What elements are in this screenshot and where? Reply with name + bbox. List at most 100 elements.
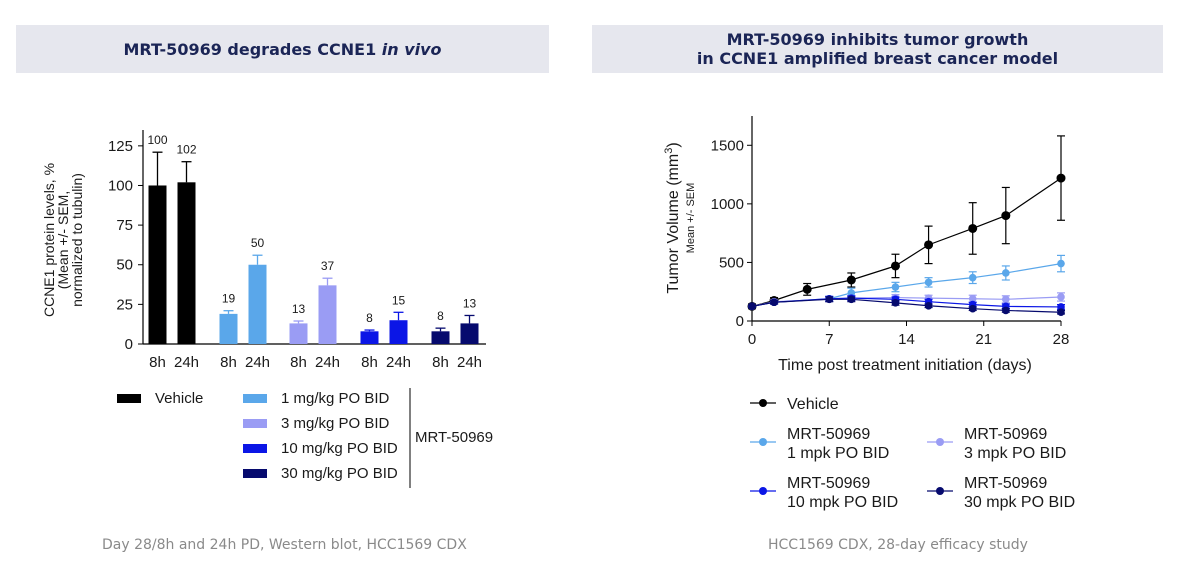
line-x-tick-label-0: 0 bbox=[748, 331, 756, 348]
line-y-label-close: ) bbox=[665, 142, 682, 147]
bar-x-tick-label: 24h bbox=[386, 354, 411, 371]
bar-y-label-line-1: CCNE1 protein levels, % bbox=[41, 163, 57, 317]
bar-y-tick-label-0: 0 bbox=[125, 336, 133, 353]
line-y-label-sup: 3 bbox=[663, 148, 675, 154]
line-legend-label-4-1: MRT-50969 bbox=[964, 475, 1047, 492]
right-caption: HCC1569 CDX, 28-day efficacy study bbox=[768, 537, 1028, 553]
line-legend-label-3-1: MRT-50969 bbox=[787, 475, 870, 492]
left-panel-title: MRT-50969 degrades CCNE1 in vivo bbox=[16, 25, 549, 73]
legend-swatch-0 bbox=[117, 394, 141, 403]
series-line-0 bbox=[751, 177, 1062, 307]
bar-y-tick-label-50: 50 bbox=[116, 257, 133, 274]
series-point bbox=[847, 295, 856, 304]
series-point bbox=[1002, 295, 1010, 304]
left-title-main: MRT-50969 degrades CCNE1 bbox=[123, 39, 382, 59]
series-point bbox=[968, 223, 978, 233]
series-point bbox=[1056, 173, 1066, 183]
line-x-tick-label-14: 14 bbox=[898, 331, 915, 348]
line-legend-label-3-2: 10 mpk PO BID bbox=[787, 494, 898, 511]
bar-3-24h bbox=[389, 320, 408, 344]
series-point bbox=[891, 283, 900, 291]
bar-1-8h bbox=[219, 313, 238, 344]
line-legend-item-3: MRT-50969 10 mpk PO BID bbox=[750, 475, 898, 511]
line-x-label: Time post treatment initiation (days) bbox=[778, 357, 1032, 374]
bar-x-tick-label: 8h bbox=[432, 354, 449, 371]
series-point bbox=[968, 273, 977, 282]
legend-marker bbox=[936, 487, 944, 495]
legend-swatch-1 bbox=[243, 394, 267, 403]
right-panel-title: MRT-50969 inhibits tumor growth in CCNE1… bbox=[592, 25, 1163, 73]
line-legend-label-4-2: 30 mpk PO BID bbox=[964, 494, 1075, 511]
series-point bbox=[770, 298, 778, 307]
series-3 bbox=[748, 294, 1065, 311]
bar-x-tick-label: 24h bbox=[245, 354, 270, 371]
legend-swatch-3 bbox=[243, 444, 267, 453]
bar-x-tick-label: 24h bbox=[315, 354, 340, 371]
series-1 bbox=[748, 254, 1065, 311]
bar-0-24h bbox=[177, 182, 196, 344]
legend-group-label: MRT-50969 bbox=[415, 429, 493, 446]
right-title-line1: MRT-50969 inhibits tumor growth bbox=[726, 30, 1029, 49]
legend-marker bbox=[759, 438, 767, 446]
line-y-label: Tumor Volume (mm3) bbox=[663, 142, 682, 293]
legend-label-0: Vehicle bbox=[155, 390, 203, 407]
bar-4-8h bbox=[431, 331, 450, 344]
series-point bbox=[1002, 269, 1010, 277]
line-y-tick-label-1500: 1500 bbox=[711, 137, 744, 154]
line-legend-label-2-1: MRT-50969 bbox=[964, 426, 1047, 443]
bar-data-label: 50 bbox=[251, 236, 265, 250]
series-line-2 bbox=[751, 296, 1062, 307]
legend-label-3: 10 mg/kg PO BID bbox=[281, 440, 398, 457]
bar-2-24h bbox=[318, 285, 337, 344]
line-x-tick-label-21: 21 bbox=[975, 331, 992, 348]
bar-y-label-line-3: normalized to tubulin) bbox=[69, 173, 85, 307]
series-point bbox=[846, 275, 856, 285]
left-caption: Day 28/8h and 24h PD, Western blot, HCC1… bbox=[102, 537, 467, 553]
line-y-label-main: Tumor Volume (mm bbox=[665, 154, 682, 294]
series-point bbox=[825, 295, 834, 304]
legend-marker bbox=[936, 438, 944, 446]
bar-data-label: 8 bbox=[437, 309, 444, 323]
series-point bbox=[1057, 308, 1065, 317]
bar-y-tick-label-125: 125 bbox=[108, 138, 133, 155]
line-legend-item-1: MRT-50969 1 mpk PO BID bbox=[750, 426, 889, 462]
series-point bbox=[924, 278, 933, 287]
series-point bbox=[1057, 259, 1065, 268]
bar-1-24h bbox=[248, 264, 267, 344]
series-point bbox=[1002, 306, 1010, 315]
bar-y-tick-label-100: 100 bbox=[108, 177, 133, 194]
bar-x-tick-label: 24h bbox=[174, 354, 199, 371]
line-y-tick-label-1000: 1000 bbox=[711, 196, 744, 213]
series-point bbox=[1057, 293, 1065, 301]
bar-y-label-line-2: (Mean +/- SEM, bbox=[55, 191, 71, 289]
bar-3-8h bbox=[360, 331, 379, 344]
legend-marker bbox=[759, 487, 767, 495]
bar-y-label: CCNE1 protein levels, %(Mean +/- SEM,nor… bbox=[41, 163, 85, 317]
series-point bbox=[924, 301, 933, 310]
bar-data-label: 102 bbox=[176, 143, 196, 157]
legend-marker bbox=[759, 399, 767, 407]
series-point bbox=[748, 302, 756, 311]
bar-data-label: 8 bbox=[366, 311, 373, 325]
series-0 bbox=[747, 135, 1066, 311]
bar-x-tick-label: 8h bbox=[361, 354, 378, 371]
bar-data-label: 100 bbox=[147, 133, 167, 147]
line-legend-label-1-1: MRT-50969 bbox=[787, 426, 870, 443]
line-legend-label-2-2: 3 mpk PO BID bbox=[964, 445, 1066, 462]
line-y-sublabel: Mean +/- SEM bbox=[685, 183, 697, 254]
bar-data-label: 13 bbox=[463, 296, 477, 310]
bar-x-tick-label: 8h bbox=[290, 354, 307, 371]
series-point bbox=[890, 261, 900, 271]
series-point bbox=[847, 289, 856, 297]
bar-x-tick-label: 24h bbox=[457, 354, 482, 371]
line-y-tick-label-500: 500 bbox=[719, 254, 744, 271]
bar-chart: 0 25 50 75 100 125 CCNE1 protein levels, %(Mea… bbox=[41, 130, 493, 488]
legend-swatch-4 bbox=[243, 469, 267, 478]
bar-y-tick-label-25: 25 bbox=[116, 296, 133, 313]
series-point bbox=[1057, 303, 1065, 311]
series-point bbox=[924, 240, 934, 250]
legend-label-2: 3 mg/kg PO BID bbox=[281, 415, 390, 432]
legend-label-1: 1 mg/kg PO BID bbox=[281, 390, 390, 407]
bar-4-24h bbox=[460, 323, 479, 344]
series-point bbox=[1001, 211, 1011, 221]
